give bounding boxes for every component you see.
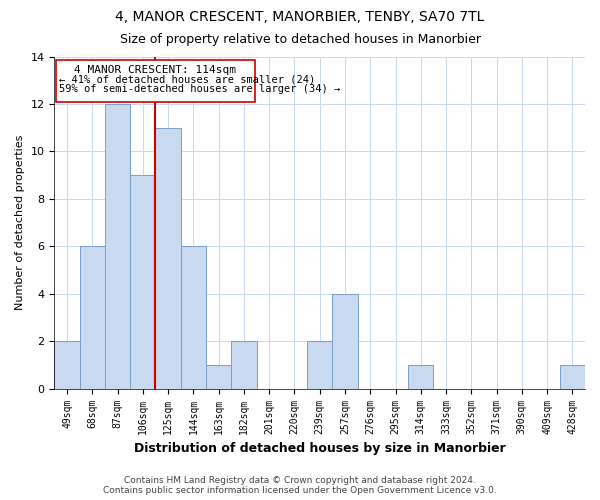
- Text: 4 MANOR CRESCENT: 114sqm: 4 MANOR CRESCENT: 114sqm: [74, 65, 236, 75]
- Bar: [80, 246, 105, 388]
- Text: Size of property relative to detached houses in Manorbier: Size of property relative to detached ho…: [119, 32, 481, 46]
- Bar: [206, 365, 231, 388]
- Text: 59% of semi-detached houses are larger (34) →: 59% of semi-detached houses are larger (…: [59, 84, 341, 94]
- Bar: [55, 341, 80, 388]
- Bar: [155, 128, 181, 388]
- Bar: [130, 175, 155, 388]
- Bar: [307, 341, 332, 388]
- Y-axis label: Number of detached properties: Number of detached properties: [15, 135, 25, 310]
- Bar: [56, 60, 255, 102]
- X-axis label: Distribution of detached houses by size in Manorbier: Distribution of detached houses by size …: [134, 442, 506, 455]
- Bar: [408, 365, 433, 388]
- Bar: [231, 341, 257, 388]
- Bar: [560, 365, 585, 388]
- Bar: [105, 104, 130, 389]
- Bar: [332, 294, 358, 388]
- Text: Contains HM Land Registry data © Crown copyright and database right 2024.
Contai: Contains HM Land Registry data © Crown c…: [103, 476, 497, 495]
- Text: 4, MANOR CRESCENT, MANORBIER, TENBY, SA70 7TL: 4, MANOR CRESCENT, MANORBIER, TENBY, SA7…: [115, 10, 485, 24]
- Bar: [181, 246, 206, 388]
- Text: ← 41% of detached houses are smaller (24): ← 41% of detached houses are smaller (24…: [59, 74, 316, 85]
